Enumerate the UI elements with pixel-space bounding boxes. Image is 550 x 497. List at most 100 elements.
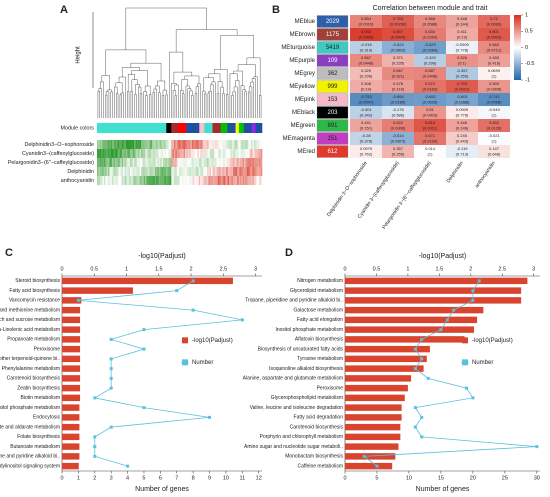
trait-cell [168,176,171,185]
trait-cell [187,140,190,149]
trait-cell [156,176,158,185]
trait-cell [223,167,226,176]
trait-cell [127,158,129,167]
cell-pvalue: (0.00268) [389,21,407,26]
trait-cell [172,158,175,167]
trait-cell [215,149,217,158]
trait-cell [139,176,142,185]
cell-pvalue: (0.0003) [487,34,503,39]
cell-pvalue: (0.296) [424,60,437,65]
module-size: 891 [327,123,338,129]
heatmap-cell [414,132,446,145]
trait-cell [146,149,149,158]
row-label: MEblack [292,110,316,116]
trait-cell [189,149,191,158]
trait-cell [194,158,197,167]
trait-cell [128,140,131,149]
cell-pvalue: (0.342) [360,112,373,117]
heatmap-cell [382,106,414,119]
module-color [220,123,228,133]
heatmap-cell [350,28,382,41]
cell-value: -0.357 [456,68,468,73]
trait-cell [123,149,125,158]
trait-cell [99,158,102,167]
trait-cell [169,149,172,158]
trait-cell [182,149,184,158]
trait-cell [172,167,175,176]
trait-cell [244,140,246,149]
trait-cell [205,149,208,158]
heatmap-cell [446,80,478,93]
trait-cell [226,140,228,149]
trait-cell [245,167,248,176]
bar [345,355,427,363]
panel-letter: A [60,4,68,16]
trait-cell [178,149,180,158]
bar [345,414,402,421]
trait-cell [164,158,167,167]
trait-cell [123,140,125,149]
module-box [316,67,349,80]
top-tick-label: 0.5 [373,266,381,272]
category-label: Folate biosynthesis [17,434,60,440]
cell-pvalue: (0.713) [456,151,469,156]
bottom-tick-label: 12 [256,475,262,481]
trait-cell [102,140,105,149]
trait-cell [168,158,171,167]
number-marker [93,445,97,449]
trait-cell [179,140,182,149]
trait-cell [245,176,248,185]
row-label: anthocyanidin [61,178,94,184]
legend-label: -log10(Padjust) [192,338,233,344]
trait-cell [219,158,222,167]
trait-cell [97,167,99,176]
heatmap-cell [478,93,510,106]
trait-cell [171,176,173,185]
cell-pvalue: (0.0163) [423,86,439,91]
trait-cell [136,149,139,158]
cell-value: 0.634 [425,29,436,34]
number-marker [420,357,424,361]
module-color [252,123,256,133]
trait-cell [113,158,116,167]
cell-value: 0.563 [489,42,500,47]
column-label: Delphinidin [446,160,465,184]
trait-cell [106,140,109,149]
trait-cell [222,158,224,167]
trait-cell [124,176,127,185]
trait-cell [113,149,116,158]
heatmap-cell [350,106,382,119]
number-marker [175,289,179,293]
top-tick-label: 2.5 [219,266,227,272]
heatmap-cell [414,28,446,41]
cell-pvalue: (0.255) [456,73,469,78]
bar [62,384,81,392]
trait-cell [200,167,202,176]
trait-cell [193,167,195,176]
trait-cell [149,140,151,149]
trait-cell [103,140,106,149]
module-box [316,54,349,67]
trait-cell [142,140,145,149]
trait-cell [180,149,183,158]
heatmap-cell [414,145,446,158]
trait-cell [187,149,190,158]
trait-cell [106,158,109,167]
trait-cell [229,149,231,158]
trait-cell [209,176,212,185]
cell-value: -0.601 [456,94,468,99]
trait-cell [220,167,223,176]
bar [62,423,80,431]
trait-cell [141,176,143,185]
trait-cell [123,176,125,185]
trait-cell [150,149,153,158]
trait-cell [256,149,259,158]
trait-cell [183,140,186,149]
trait-cell [176,158,179,167]
trait-cell [207,140,209,149]
trait-cell [194,176,197,185]
trait-cell [186,167,189,176]
trait-cell [240,158,242,167]
trait-cell [249,149,252,158]
trait-cell [130,167,132,176]
